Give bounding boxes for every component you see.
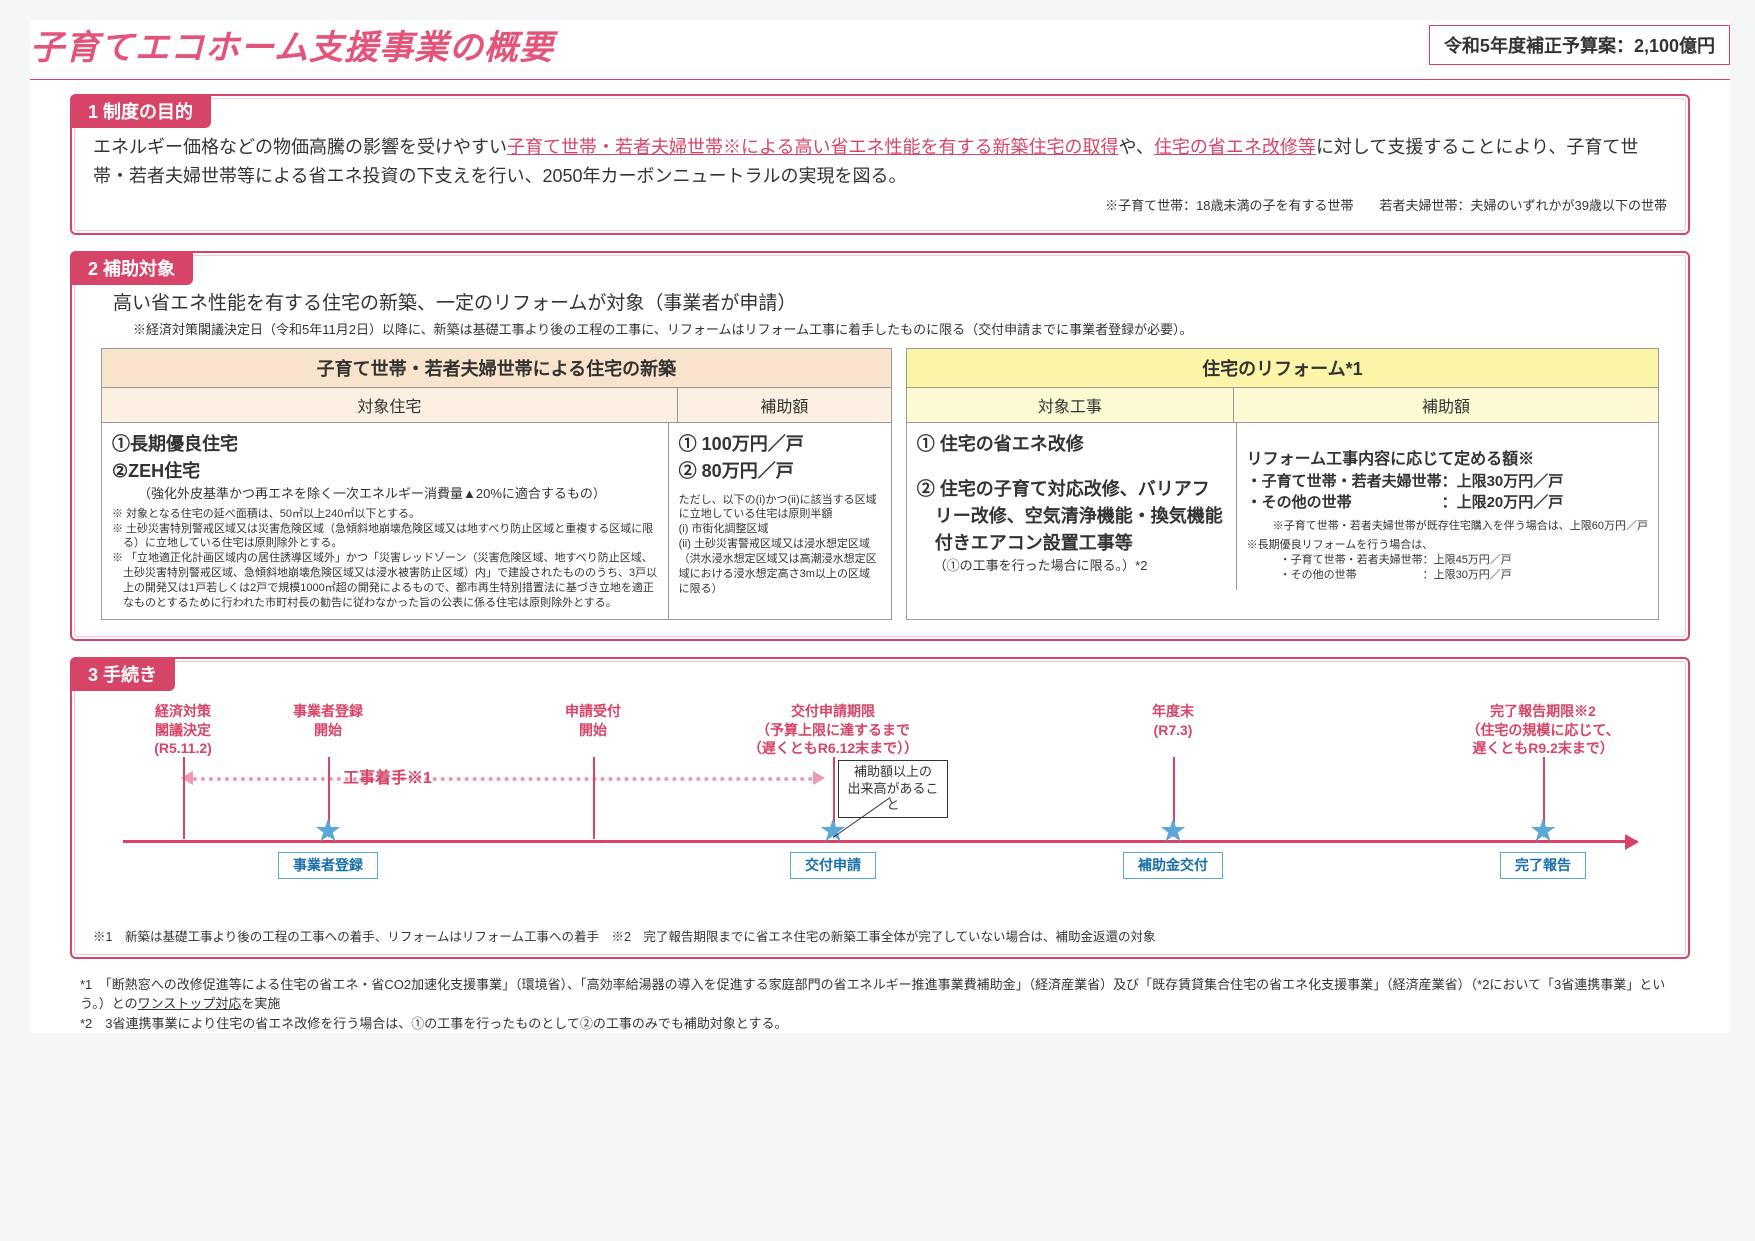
star-icon: ★ [1160, 812, 1185, 850]
timeline-tag-1: 事業者登録 [278, 852, 378, 879]
sec1-highlight-1: 子育て世帯・若者夫婦世帯※による高い省エネ性能を有する新築住宅の取得 [507, 137, 1118, 157]
timeline-item-5: 完了報告期限※2 （住宅の規模に応じて、 遅くともR9.2末まで）★完了報告 [1428, 702, 1658, 759]
t2-c2e: ※長期優良リフォームを行う場合は、 [1247, 538, 1648, 553]
t1-c1d: ※ 対象となる住宅の延べ面積は、50㎡以上240㎡以下とする。 [112, 507, 658, 522]
timeline-item-4: 年度末 (R7.3)★補助金交付 [1098, 702, 1248, 740]
table-2-th-2: 補助額 [1234, 388, 1658, 423]
t1-c1e: ※ 土砂災害特別警戒区域又は災害危険区域（急傾斜地崩壊危険区域又は地すべり防止区… [112, 522, 658, 552]
t1-c1b: ②ZEH住宅 [112, 458, 658, 485]
star-icon: ★ [1530, 812, 1555, 850]
page-title: 子育てエコホーム支援事業の概要 [30, 20, 554, 69]
footer-notes: *1 「断熱窓への改修促進等による住宅の省エネ・省CO2加速化支援事業」（環境省… [80, 975, 1680, 1034]
timeline-dash [193, 777, 813, 781]
budget-box: 令和5年度補正予算案：2,100億円 [1429, 25, 1730, 65]
section-2: 2 補助対象 高い省エネ性能を有する住宅の新築、一定のリフォームが対象（事業者が… [70, 251, 1690, 641]
timeline-tag-5: 完了報告 [1500, 852, 1586, 879]
timeline-tag-3: 交付申請 [790, 852, 876, 879]
star-icon: ★ [315, 812, 340, 850]
timeline: 工事着手※1 経済対策 閣議決定 (R5.11.2)事業者登録 開始★事業者登録… [123, 702, 1637, 922]
sec2-lead: 高い省エネ性能を有する住宅の新築、一定のリフォームが対象（事業者が申請） [113, 288, 1667, 315]
t2-c1b: ② 住宅の子育て対応改修、バリアフリー改修、空気清浄機能・換気機能付きエアコン設… [917, 476, 1226, 557]
t1-c2b: ② 80万円／戸 [679, 458, 881, 485]
timeline-callout: 補助額以上の 出来高があること [838, 760, 948, 819]
dash-arrow-right [813, 771, 825, 785]
sec2-note: ※経済対策閣議決定日（令和5年11月2日）以降に、新築は基礎工事より後の工程の工… [133, 319, 1667, 338]
footer-1a: *1 「断熱窓への改修促進等による住宅の省エネ・省CO2加速化支援事業」（環境省… [80, 977, 1665, 1012]
t2-c2c: ・その他の世帯 ：上限20万円／戸 [1247, 492, 1648, 513]
t2-c2g: ・その他の世帯 ：上限30万円／戸 [1247, 568, 1648, 583]
table-1-header: 子育て世帯・若者夫婦世帯による住宅の新築 [102, 349, 891, 388]
table-1-th-2: 補助額 [678, 388, 891, 423]
sec1-highlight-2: 住宅の省エネ改修等 [1154, 137, 1316, 157]
table-2-th-1: 対象工事 [907, 388, 1234, 423]
table-1: 子育て世帯・若者夫婦世帯による住宅の新築 対象住宅 補助額 ①長期優良住宅 ②Z… [101, 348, 892, 620]
section-1-tab: 1 制度の目的 [70, 94, 211, 128]
sec3-footnote: ※1 新築は基礎工事より後の工程の工事への着手、リフォームはリフォーム工事への着… [93, 928, 1667, 946]
timeline-tag-4: 補助金交付 [1123, 852, 1223, 879]
t1-c1a: ①長期優良住宅 [112, 431, 658, 458]
sec1-text-1: エネルギー価格などの物価高騰の影響を受けやすい [93, 137, 507, 157]
table-2-header: 住宅のリフォーム*1 [907, 349, 1658, 388]
timeline-item-1: 事業者登録 開始★事業者登録 [253, 702, 403, 740]
timeline-item-2: 申請受付 開始 [518, 702, 668, 740]
t2-c2a: リフォーム工事内容に応じて定める額※ [1247, 449, 1648, 471]
sec1-text-2: や、 [1118, 137, 1153, 157]
t1-c2a: ① 100万円／戸 [679, 431, 881, 458]
section-1: 1 制度の目的 エネルギー価格などの物価高騰の影響を受けやすい子育て世帯・若者夫… [70, 94, 1690, 235]
footer-1c: を実施 [241, 996, 280, 1011]
footer-2: *2 3省連携事業により住宅の省エネ改修を行う場合は、①の工事を行ったものとして… [80, 1014, 1680, 1034]
timeline-item-3: 交付申請期限 （予算上限に達するまで （遅くともR6.12末まで））★交付申請補… [718, 702, 948, 759]
section-2-tab: 2 補助対象 [70, 251, 193, 285]
t1-c2e: (ii) 土砂災害警戒区域又は浸水想定区域（洪水浸水想定区域又は高潮浸水想定区域… [679, 537, 881, 596]
footer-1b: ワンストップ対応 [138, 996, 242, 1011]
timeline-dash-label: 工事着手※1 [343, 764, 432, 788]
sec1-note: ※子育て世帯：18歳未満の子を有する世帯 若者夫婦世帯：夫婦のいずれかが39歳以… [93, 195, 1667, 214]
t2-c1c: （①の工事を行った場合に限る。）*2 [917, 557, 1226, 575]
t1-c1c: （強化外皮基準かつ再エネを除く一次エネルギー消費量▲20%に適合するもの） [112, 485, 658, 503]
table-2: 住宅のリフォーム*1 対象工事 補助額 ① 住宅の省エネ改修 ② 住宅の子育て対… [906, 348, 1659, 620]
section-3-tab: 3 手続き [70, 657, 175, 691]
t1-c2d: (i) 市街化調整区域 [679, 522, 881, 537]
t1-c2c: ただし、以下の(i)かつ(ii)に該当する区域に立地している住宅は原則半額 [679, 493, 881, 523]
timeline-item-0: 経済対策 閣議決定 (R5.11.2) [108, 702, 258, 759]
header-divider [30, 79, 1730, 80]
t1-c1f: ※ 「立地適正化計画区域内の居住誘導区域外」かつ「災害レッドゾーン（災害危険区域… [112, 551, 658, 610]
t2-c2d: ※子育て世帯・若者夫婦世帯が既存住宅購入を伴う場合は、上限60万円／戸 [1247, 519, 1648, 534]
section-3: 3 手続き 工事着手※1 経済対策 閣議決定 (R5.11.2)事業者登録 開始… [70, 657, 1690, 959]
timeline-axis [123, 840, 1637, 843]
table-1-th-1: 対象住宅 [102, 388, 678, 423]
t2-c1a: ① 住宅の省エネ改修 [917, 431, 1226, 458]
t2-c2b: ・子育て世帯・若者夫婦世帯：上限30万円／戸 [1247, 471, 1648, 492]
t2-c2f: ・子育て世帯・若者夫婦世帯：上限45万円／戸 [1247, 553, 1648, 568]
